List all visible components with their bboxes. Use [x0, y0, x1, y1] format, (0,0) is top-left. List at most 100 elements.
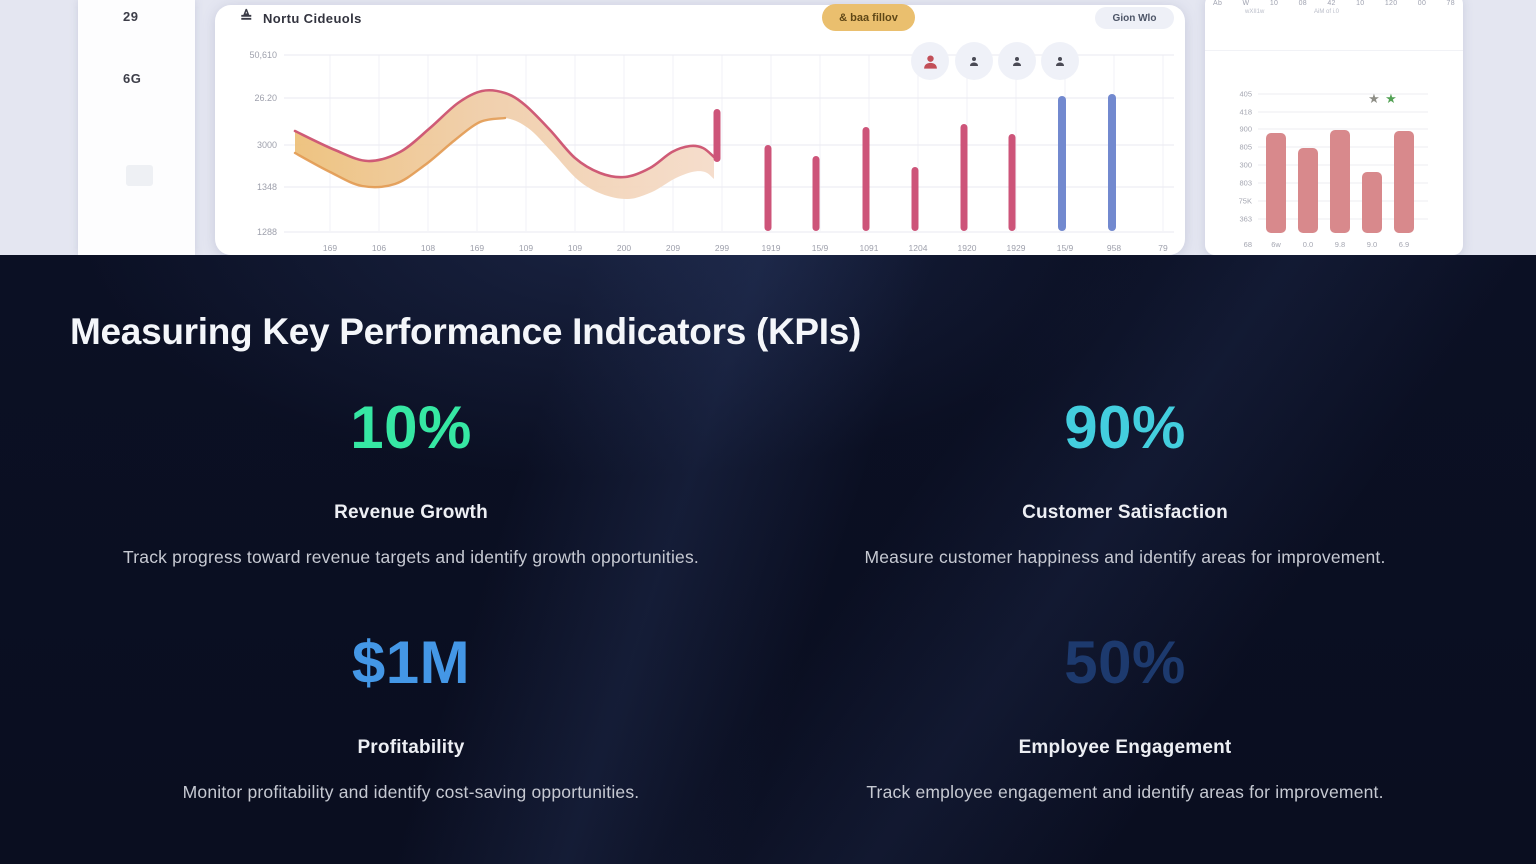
y-axis-label: 75K	[1239, 197, 1252, 206]
x-axis-label: 1929	[1007, 243, 1026, 253]
y-axis-label: 1348	[257, 182, 277, 192]
stat-description: Monitor profitability and identify cost-…	[182, 782, 640, 802]
band-top-line	[293, 88, 716, 179]
stat-value: 90%	[1064, 394, 1186, 461]
x-axis-label: 108	[421, 243, 435, 253]
x-axis-label: 299	[715, 243, 729, 253]
y-axis-label: 805	[1239, 143, 1252, 152]
x-axis-label: 9.0	[1367, 240, 1377, 249]
x-axis-label: 958	[1107, 243, 1121, 253]
band-area	[295, 90, 714, 200]
stat-description: Track employee engagement and identify a…	[866, 782, 1384, 802]
y-axis-label: 900	[1239, 125, 1252, 134]
x-axis-label: 15/9	[812, 243, 829, 253]
side-panel-caption: wXII1w	[1245, 9, 1265, 15]
chart-bar	[764, 145, 772, 231]
x-axis-label: 1919	[762, 243, 781, 253]
chart-bar	[862, 127, 870, 231]
x-axis-label: 169	[470, 243, 484, 253]
avatar[interactable]	[1041, 42, 1079, 80]
y-axis-label: 803	[1239, 179, 1252, 188]
slide-body: Measuring Key Performance Indicators (KP…	[0, 255, 1536, 864]
x-axis-label: 109	[568, 243, 582, 253]
person-icon	[1056, 57, 1064, 66]
x-axis-label: 169	[323, 243, 337, 253]
stat-description: Measure customer happiness and identify …	[864, 547, 1386, 567]
x-axis-label: 106	[372, 243, 386, 253]
y-axis-label: 3000	[257, 140, 277, 150]
x-axis-label: 209	[666, 243, 680, 253]
chart-bar	[911, 167, 919, 231]
x-axis-label: 0.0	[1303, 240, 1313, 249]
sidebar-placeholder	[126, 165, 153, 186]
kpi-employee-engagement: 50% Employee Engagement Track employee e…	[784, 633, 1466, 803]
y-axis-label: 50,610	[249, 50, 277, 60]
avatar[interactable]	[955, 42, 993, 80]
y-axis-label: 363	[1239, 215, 1252, 224]
y-axis-label: 418	[1239, 108, 1252, 117]
y-axis-label: 405	[1239, 90, 1252, 99]
kpi-customer-satisfaction: 90% Customer Satisfaction Measure custom…	[784, 398, 1466, 568]
side-panel-header-token: 78	[1446, 0, 1455, 7]
bar-filter-button[interactable]: & baa fillov	[822, 4, 915, 31]
stat-value: $1M	[351, 629, 471, 696]
sidebar-item[interactable]: 29	[123, 9, 139, 24]
person-icon	[970, 57, 978, 66]
side-panel-header: Ab W 10 08 42 10 120 00 78	[1213, 0, 1455, 7]
avatar[interactable]	[911, 42, 949, 80]
chart-bar	[960, 124, 968, 231]
star-icon: ★	[1368, 91, 1380, 106]
stat-label: Employee Engagement	[1018, 737, 1232, 758]
chart-title: Nortu Cideuols	[263, 11, 362, 26]
stat-label: Customer Satisfaction	[1022, 502, 1228, 523]
mini-bar-chart: 405 418 900 805 300 803 75K 363 68 6w 0.0 9.8 9.0 6.9…	[1239, 90, 1428, 249]
mini-chart-bar	[1266, 133, 1286, 233]
x-axis-label: 6.9	[1399, 240, 1409, 249]
x-axis-label: 1204	[909, 243, 928, 253]
x-axis-label: 79	[1158, 243, 1168, 253]
chart-bar	[1058, 96, 1066, 231]
chart-title-icon: ≜	[240, 9, 253, 26]
view-toggle-button[interactable]: Gion Wlo	[1095, 7, 1174, 29]
side-panel-header-token: 120	[1384, 0, 1398, 7]
chart-bar	[1108, 94, 1116, 231]
x-axis-label: 15/9	[1057, 243, 1074, 253]
band-accent-line	[293, 116, 507, 189]
x-axis-label: 200	[617, 243, 631, 253]
side-panel-captions: wXII1w AiM of i.0	[1213, 9, 1455, 15]
side-panel-header-token: 10	[1269, 0, 1279, 7]
x-axis-label: 1091	[860, 243, 879, 253]
side-panel-header-token: 00	[1417, 0, 1427, 7]
y-axis-label: 300	[1239, 161, 1252, 170]
avatar[interactable]	[998, 42, 1036, 80]
star-icon: ★	[1385, 91, 1397, 106]
kpi-revenue-growth: 10% Revenue Growth Track progress toward…	[70, 398, 752, 568]
mini-chart-bar	[1394, 131, 1414, 233]
y-axis-label: 26.20	[254, 93, 277, 103]
x-axis-label: 9.8	[1335, 240, 1345, 249]
mini-chart-bar	[1298, 148, 1318, 233]
chart-bar	[812, 156, 820, 231]
main-chart: 50,610 26.20 3000 1348 1288 169 106 108 169 109 10…	[249, 50, 1174, 253]
stat-description: Track progress toward revenue targets an…	[123, 547, 699, 567]
person-icon	[923, 54, 937, 69]
side-panel-header-token: W	[1242, 0, 1250, 7]
side-panel-header-token: 42	[1327, 0, 1336, 7]
stat-label: Profitability	[357, 737, 465, 758]
kpi-profitability: $1M Profitability Monitor profitability …	[70, 633, 752, 803]
origin-label: 68	[1244, 240, 1252, 249]
side-panel-caption: AiM of i.0	[1314, 9, 1340, 15]
chart-bar	[713, 109, 721, 162]
stat-label: Revenue Growth	[334, 502, 488, 523]
mini-chart-bar	[1362, 172, 1382, 233]
x-axis-label: 109	[519, 243, 533, 253]
sidebar-item[interactable]: 6G	[123, 71, 142, 86]
side-panel-divider	[1205, 50, 1463, 51]
side-panel-header-token: 08	[1298, 0, 1307, 7]
y-axis-label: 1288	[257, 227, 277, 237]
stat-value: 50%	[1064, 629, 1186, 696]
x-axis-label: 6w	[1271, 240, 1281, 249]
side-panel-header-token: Ab	[1213, 0, 1223, 7]
stat-value: 10%	[350, 394, 472, 461]
